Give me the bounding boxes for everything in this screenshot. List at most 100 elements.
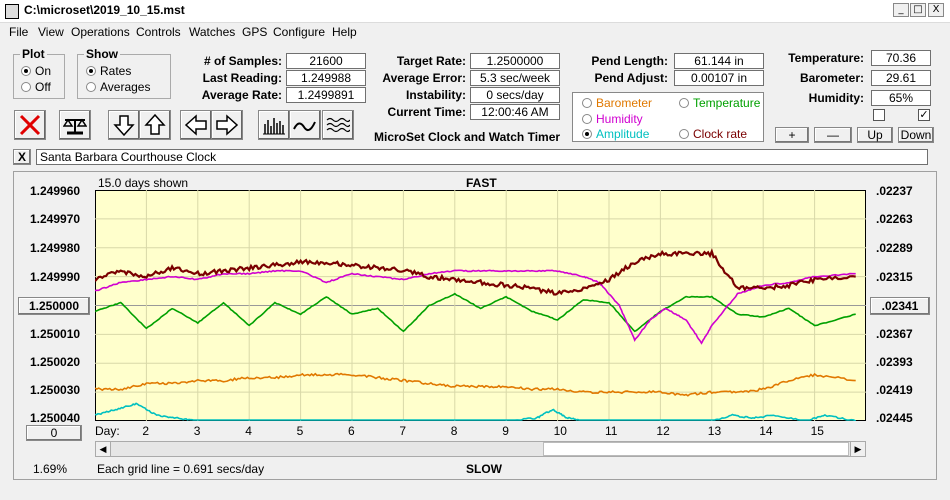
radio-icon [582,98,592,108]
scale-plus-button[interactable]: + [775,127,809,143]
bar-graph-icon [263,118,285,135]
days-shown-label: 15.0 days shown [98,176,189,190]
menu-help[interactable]: Help [332,25,357,39]
radio-icon [21,82,31,92]
menu-view[interactable]: View [38,25,64,39]
multi-wave-button[interactable] [322,110,354,140]
app-caption: MicroSet Clock and Watch Timer [374,130,561,144]
humidity-value: 65% [871,90,931,106]
radio-icon [582,114,592,124]
right-tick-8: .02445 [876,411,913,425]
instability-label: Instability: [405,88,466,102]
maximize-button[interactable]: □ [910,3,926,17]
right-tick-6: .02393 [876,355,913,369]
day-tick-label: 14 [759,424,773,438]
shift-up-button[interactable] [139,110,171,140]
checkbox-2[interactable]: ✓ [918,109,930,121]
stop-icon [19,114,41,136]
left-bottom-button[interactable]: 0 [26,425,82,441]
radio-selected-icon [86,66,96,76]
shift-down-button[interactable] [108,110,140,140]
app-icon [5,4,19,19]
radio-icon [86,82,96,92]
overlay-temperature-label: Temperature [693,96,761,110]
window-title: C:\microset\2019_10_15.mst [24,3,185,17]
target-rate-value: 1.2500000 [470,53,560,69]
overlay-clock-rate-label: Clock rate [693,127,748,141]
scale-minus-button[interactable]: — [814,127,852,143]
series-line-barometer [95,372,856,397]
pend-length-value: 61.144 in [674,53,764,69]
pend-adjust-label: Pend Adjust: [594,71,668,85]
pend-adjust-value: 0.00107 in [674,70,764,86]
day-tick-label: 15 [810,424,824,438]
show-group: Show [77,47,171,99]
scroll-right-arrow-icon[interactable]: ▶ [850,441,866,457]
left-tick-5: 1.250010 [30,327,81,341]
right-tick-3: .02315 [876,270,913,284]
series-line-clock-rate [95,248,856,296]
overlay-barometer-label: Barometer [596,96,653,110]
close-button[interactable]: X [928,3,944,17]
show-averages-radio[interactable]: Averages [86,80,150,94]
overlay-humidity-label: Humidity [596,112,643,126]
plot-off-label: Off [35,80,51,94]
watch-name-field[interactable]: Santa Barbara Courthouse Clock [36,149,928,165]
balance-button[interactable] [59,110,91,140]
humidity-label: Humidity: [808,91,864,105]
scroll-left-arrow-icon[interactable]: ◀ [95,441,111,457]
plot-off-radio[interactable]: Off [21,80,51,94]
slow-label: SLOW [466,462,502,476]
day-tick-label: 6 [348,424,355,438]
radio-icon [679,98,689,108]
series-line-amplitude [95,402,857,421]
menu-file[interactable]: File [9,25,29,39]
arrow-right-icon [216,114,239,136]
show-group-title: Show [86,47,118,61]
right-tick-1: .02263 [876,212,913,226]
overlay-barometer-radio[interactable]: Barometer [582,96,652,110]
clear-watch-button[interactable]: X [13,149,31,165]
right-center-button[interactable]: .02341 [870,297,930,315]
minimize-button[interactable]: _ [893,3,909,17]
scroll-left-button[interactable] [180,110,212,140]
overlay-humidity-radio[interactable]: Humidity [582,112,643,126]
samples-value: 21600 [286,53,366,69]
stop-button[interactable] [14,110,46,140]
bar-graph-button[interactable] [258,110,290,140]
scroll-right-button[interactable] [211,110,243,140]
menu-bar: File View Operations Controls Watches GP… [0,22,950,42]
right-tick-5: .02367 [876,327,913,341]
left-tick-2: 1.249980 [30,241,81,255]
check-mark-icon: ✓ [919,109,929,121]
menu-configure[interactable]: Configure [273,25,326,39]
series-line-temperature [95,292,856,333]
scale-down-button[interactable]: Down [898,127,934,143]
plot-on-radio[interactable]: On [21,64,51,78]
arrow-left-icon [184,114,207,136]
wave-button[interactable] [289,110,321,140]
scale-up-button[interactable]: Up [857,127,893,143]
title-bar: C:\microset\2019_10_15.mst _ □ X [0,0,950,23]
left-center-button[interactable]: 1.250000 [18,297,90,315]
day-tick-label: 9 [502,424,509,438]
day-tick-label: 11 [605,424,618,438]
menu-operations[interactable]: Operations [71,25,130,39]
target-rate-label: Target Rate: [396,54,466,68]
menu-controls[interactable]: Controls [136,25,181,39]
day-tick-label: 8 [450,424,458,438]
left-tick-6: 1.250020 [30,355,81,369]
overlay-temperature-radio[interactable]: Temperature [679,96,760,110]
show-rates-radio[interactable]: Rates [86,64,131,78]
menu-watches[interactable]: Watches [189,25,236,39]
percent-label: 1.69% [33,462,68,476]
overlay-amplitude-radio[interactable]: Amplitude [582,127,649,141]
menu-gps[interactable]: GPS [242,25,268,39]
overlay-clock-rate-radio[interactable]: Clock rate [679,127,747,141]
radio-icon [679,129,689,139]
day-axis-label: Day: [95,424,120,438]
average-rate-label: Average Rate: [201,88,282,102]
checkbox-1[interactable] [873,109,885,121]
scrollbar-thumb[interactable] [543,442,849,456]
plot-on-label: On [35,64,52,78]
